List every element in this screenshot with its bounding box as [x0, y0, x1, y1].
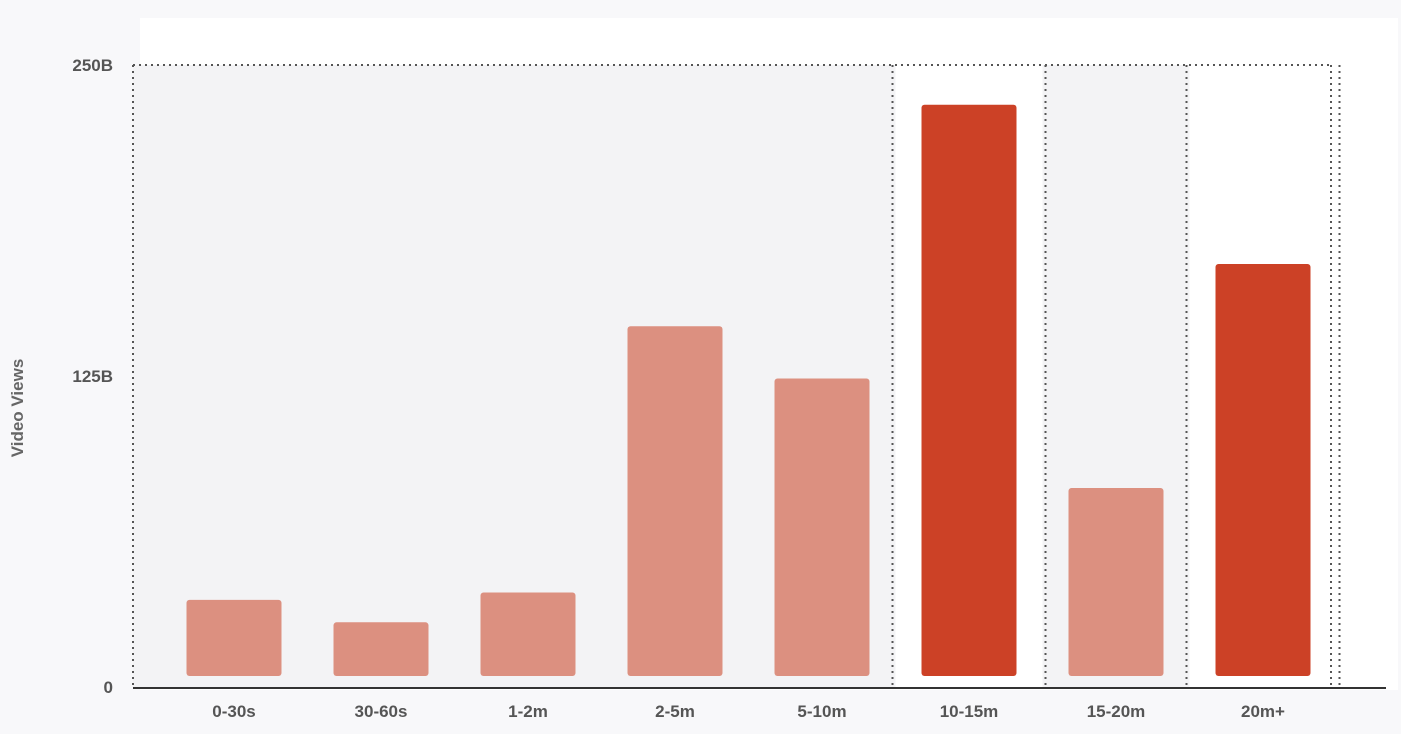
x-tick-label: 20m+ [1241, 702, 1285, 721]
bar-15-20m[interactable] [1068, 487, 1164, 676]
x-tick-label: 0-30s [212, 702, 255, 721]
shaded-region [133, 65, 896, 687]
bar-0-30s[interactable] [186, 599, 282, 676]
shaded-regions [133, 65, 1190, 687]
bar-10-15m[interactable] [921, 104, 1017, 677]
gridlines [132, 64, 1341, 687]
y-axis-title: Video Views [8, 359, 27, 458]
x-tick-label: 10-15m [940, 702, 999, 721]
bar-5-10m[interactable] [774, 378, 870, 676]
y-tick-label: 0 [104, 678, 113, 697]
x-tick-label: 1-2m [508, 702, 548, 721]
bars [186, 104, 1311, 677]
x-tick-label: 15-20m [1087, 702, 1146, 721]
bar-2-5m[interactable] [627, 326, 723, 676]
x-tick-labels: 0-30s 30-60s 1-2m 2-5m 5-10m 10-15m 15-20m 20m+ [212, 702, 1285, 721]
bar-30-60s[interactable] [333, 622, 429, 676]
y-tick-label: 125B [72, 367, 113, 386]
x-tick-label: 5-10m [797, 702, 846, 721]
x-tick-label: 30-60s [355, 702, 408, 721]
bar-1-2m[interactable] [480, 592, 576, 676]
bar-20m+[interactable] [1215, 264, 1311, 676]
y-tick-labels: 0 125B 250B [72, 56, 113, 697]
x-tick-label: 2-5m [655, 702, 695, 721]
y-tick-label: 250B [72, 56, 113, 75]
